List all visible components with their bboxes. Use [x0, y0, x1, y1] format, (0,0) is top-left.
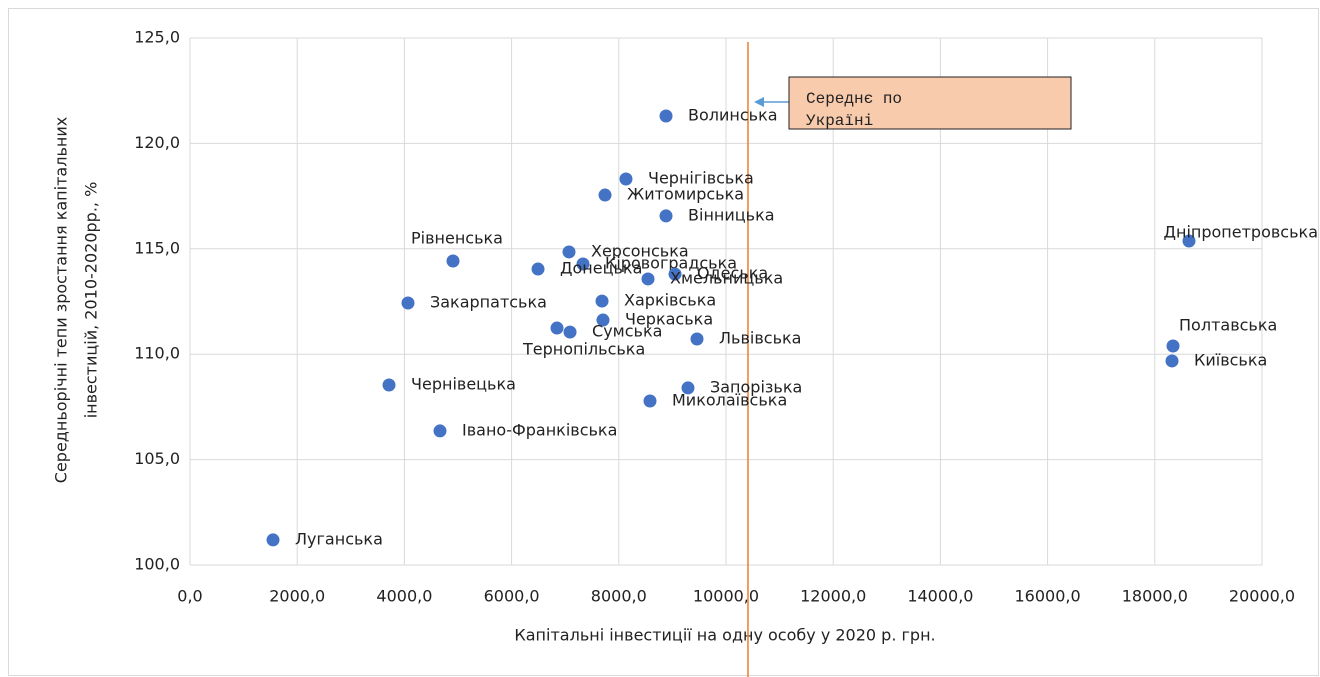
- y-tick-label: 105,0: [134, 449, 180, 468]
- point-label: Чернівецька: [411, 374, 516, 393]
- point: [659, 109, 673, 123]
- point: [433, 424, 447, 438]
- point: [1166, 339, 1180, 353]
- x-tick-label: 4000,0: [376, 587, 432, 606]
- point-label: Донецька: [560, 259, 642, 278]
- point-label: Житомирська: [627, 185, 744, 204]
- point-label: Рівненська: [411, 229, 503, 248]
- x-tick-label: 2000,0: [269, 587, 325, 606]
- point: [643, 394, 657, 408]
- x-tick-label: 18000,0: [1122, 587, 1188, 606]
- y-axis-title: Середньорічні тепи зростання капітальних: [52, 117, 71, 483]
- point: [595, 294, 609, 308]
- point-label: Харківська: [624, 291, 716, 310]
- x-tick-label: 14000,0: [907, 587, 973, 606]
- point-label: Закарпатська: [430, 292, 547, 311]
- annotation-text: Середнє по Україні: [806, 90, 903, 130]
- point: [382, 378, 396, 392]
- x-axis-title: Капітальні інвестиції на одну особу у 20…: [514, 626, 935, 645]
- y-tick-label: 115,0: [134, 238, 180, 257]
- point: [596, 313, 610, 327]
- point-label: Кіровоградська: [605, 253, 737, 272]
- point-label: Львівська: [719, 329, 801, 348]
- point-label: Волинська: [688, 105, 778, 124]
- point-label: Чернігівська: [648, 169, 754, 188]
- point-label: Івано-Франківська: [462, 420, 617, 439]
- point: [576, 257, 590, 271]
- point-label: Хмельницька: [670, 268, 783, 287]
- point-label: Миколаївська: [672, 390, 787, 409]
- point: [446, 254, 460, 268]
- point: [690, 332, 704, 346]
- point: [266, 533, 280, 547]
- point-label: Сумська: [592, 322, 662, 341]
- point: [531, 262, 545, 276]
- point: [563, 325, 577, 339]
- x-tick-label: 10000,0: [693, 587, 759, 606]
- point: [562, 245, 576, 259]
- point: [401, 296, 415, 310]
- point: [550, 321, 564, 335]
- y-tick-label: 110,0: [134, 344, 180, 363]
- annotation: Середнє по Україні: [806, 90, 903, 130]
- arrow-head: [754, 97, 764, 107]
- point: [598, 188, 612, 202]
- y-tick-label: 100,0: [134, 555, 180, 574]
- annotation-box: [788, 76, 1072, 130]
- point: [641, 272, 655, 286]
- point-label: Київська: [1194, 350, 1267, 369]
- point-label: Дніпропетровська: [1163, 223, 1318, 242]
- point: [1182, 234, 1196, 248]
- chart-border: [8, 8, 1319, 676]
- point: [619, 172, 633, 186]
- point-label: Луганська: [295, 529, 383, 548]
- x-tick-label: 0,0: [177, 587, 202, 606]
- x-tick-label: 6000,0: [484, 587, 540, 606]
- y-axis-title: інвестицій, 2010-2020рр., %: [82, 182, 101, 419]
- annotation-text-box: Середнє по Україні: [806, 90, 903, 130]
- y-tick-label: 125,0: [134, 28, 180, 47]
- point-label: Черкаська: [625, 310, 713, 329]
- x-tick-label: 20000,0: [1229, 587, 1295, 606]
- point-label: Запорізька: [710, 377, 802, 396]
- y-tick-label: 120,0: [134, 133, 180, 152]
- x-tick-label: 16000,0: [1015, 587, 1081, 606]
- point-label: Вінницька: [688, 205, 775, 224]
- point-label: Одеська: [697, 264, 768, 283]
- point-label: Тернопільська: [522, 340, 645, 359]
- point: [1165, 354, 1179, 368]
- point: [681, 381, 695, 395]
- x-tick-label: 8000,0: [591, 587, 647, 606]
- point: [668, 267, 682, 281]
- point: [659, 209, 673, 223]
- point-label: Херсонська: [591, 241, 689, 260]
- x-tick-label: 12000,0: [800, 587, 866, 606]
- point-label: Полтавська: [1179, 315, 1277, 334]
